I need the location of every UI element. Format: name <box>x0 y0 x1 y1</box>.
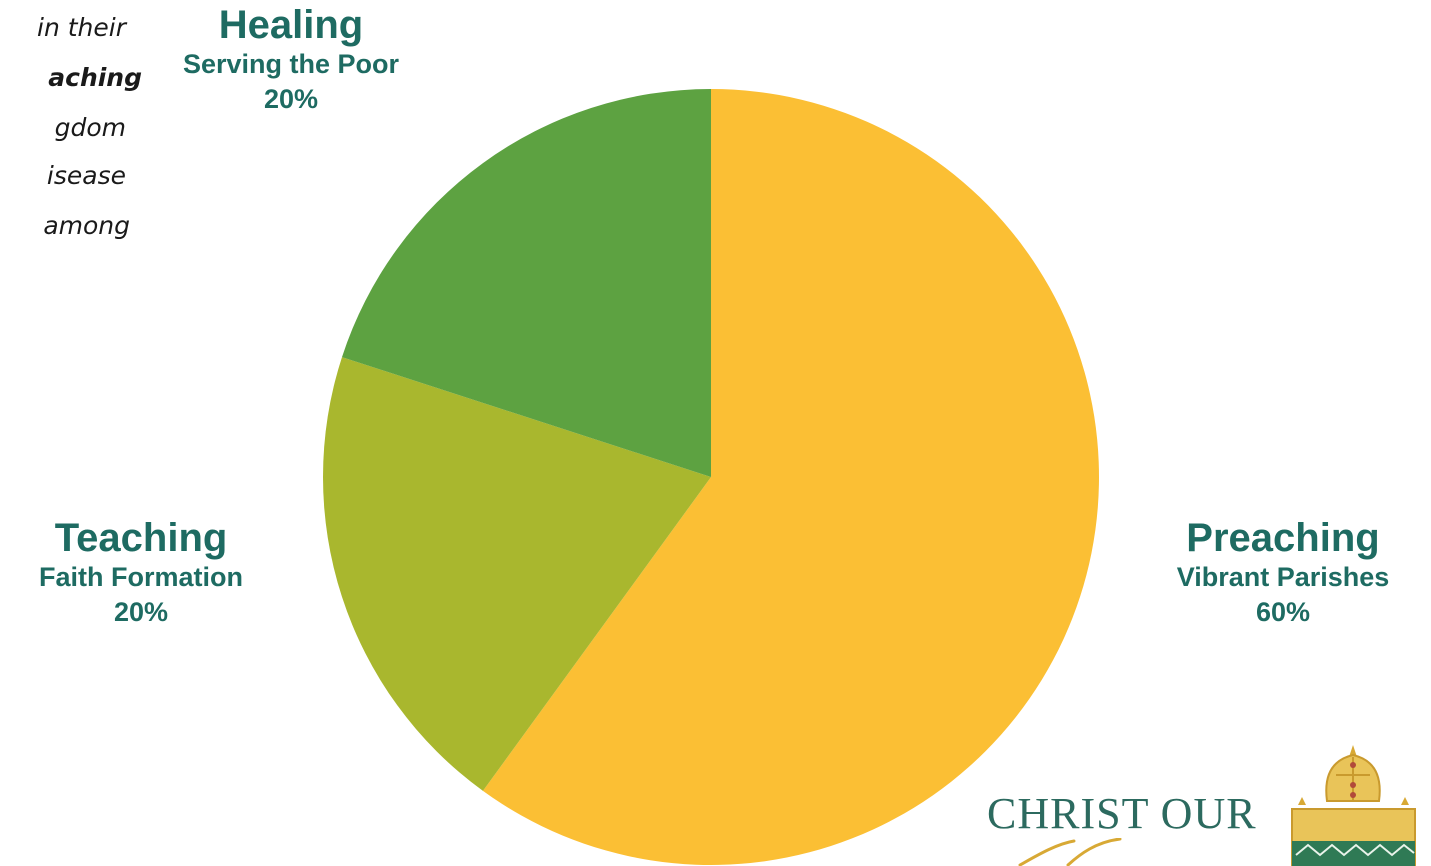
teaching-label-value: 20% <box>113 597 169 628</box>
teaching-label-name: Teaching <box>54 516 228 560</box>
intro-line: aching <box>48 63 142 92</box>
preaching-slice-label: Preaching Vibrant Parishes 60% <box>1177 516 1390 630</box>
healing-label-sublabel: Serving the Poor <box>182 49 400 79</box>
brand-wordmark: CHRIST OUR <box>987 789 1257 838</box>
brand-script-flourish <box>1018 838 1122 866</box>
intro-line: among <box>43 211 130 240</box>
preaching-slice <box>482 89 1099 865</box>
diocese-crest-logo <box>1291 745 1416 866</box>
intro-line: gdom <box>54 113 126 142</box>
healing-label-value: 20% <box>263 84 319 115</box>
healing-slice <box>341 89 711 477</box>
preaching-label-sublabel: Vibrant Parishes <box>1176 562 1390 592</box>
intro-line: isease <box>46 161 126 190</box>
preaching-label-value: 60% <box>1255 597 1311 628</box>
intro-line: in their <box>37 13 126 42</box>
teaching-label-sublabel: Faith Formation <box>39 562 243 592</box>
healing-slice-label: Healing Serving the Poor 20% <box>183 3 399 117</box>
teaching-slice-label: Teaching Faith Formation 20% <box>39 516 243 630</box>
teaching-slice <box>322 357 711 791</box>
preaching-label-name: Preaching <box>1186 516 1380 560</box>
healing-label-name: Healing <box>218 3 364 47</box>
